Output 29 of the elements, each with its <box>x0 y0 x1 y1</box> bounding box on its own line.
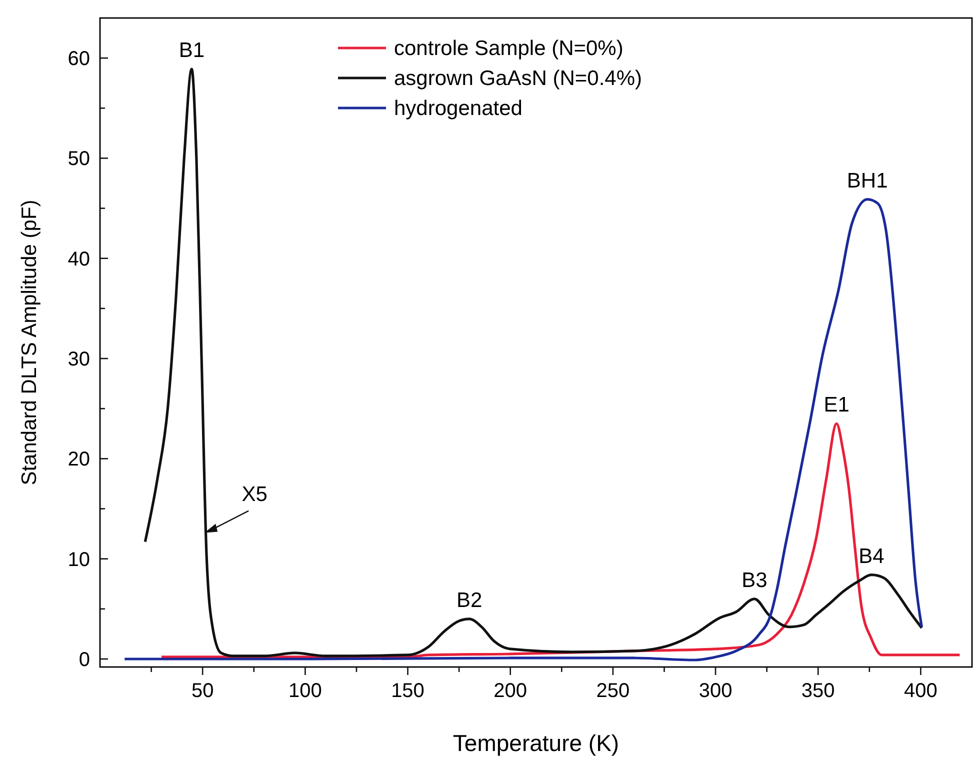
legend-label: asgrown GaAsN (N=0.4%) <box>394 67 642 90</box>
annotation: B2 <box>456 588 482 612</box>
annotation: BH1 <box>846 169 888 192</box>
legend-label: hydrogenated <box>394 97 522 120</box>
x-tick-label: 100 <box>288 680 322 702</box>
line-series <box>123 198 924 662</box>
x-tick-label: 200 <box>494 680 528 702</box>
y-tick-label: 10 <box>68 548 90 571</box>
annotation: X5 <box>242 482 268 506</box>
legend-label: controle Sample (N=0%) <box>394 37 624 60</box>
line-series <box>144 68 924 658</box>
y-tick-label: 0 <box>78 648 90 671</box>
x-tick-label: 150 <box>391 680 424 702</box>
annotation: B3 <box>742 568 768 592</box>
y-tick-label: 40 <box>68 248 90 270</box>
x-tick-label: 250 <box>596 680 630 702</box>
y-tick-label: 60 <box>68 48 90 70</box>
x-tick-label: 350 <box>801 680 835 702</box>
y-tick-label: 30 <box>68 348 90 371</box>
y-axis-title: Standard DLTS Amplitude (pF) <box>18 200 41 486</box>
y-tick-label: 20 <box>68 448 90 471</box>
x-tick-label: 50 <box>191 680 214 702</box>
x-axis-title: Temperature (K) <box>452 730 620 756</box>
annotation: B4 <box>858 544 885 568</box>
x-tick-label: 400 <box>904 680 938 702</box>
y-tick-label: 50 <box>68 148 90 170</box>
x-tick-label: 300 <box>698 680 732 702</box>
annotation: B1 <box>178 39 205 62</box>
annotation: E1 <box>824 394 850 417</box>
